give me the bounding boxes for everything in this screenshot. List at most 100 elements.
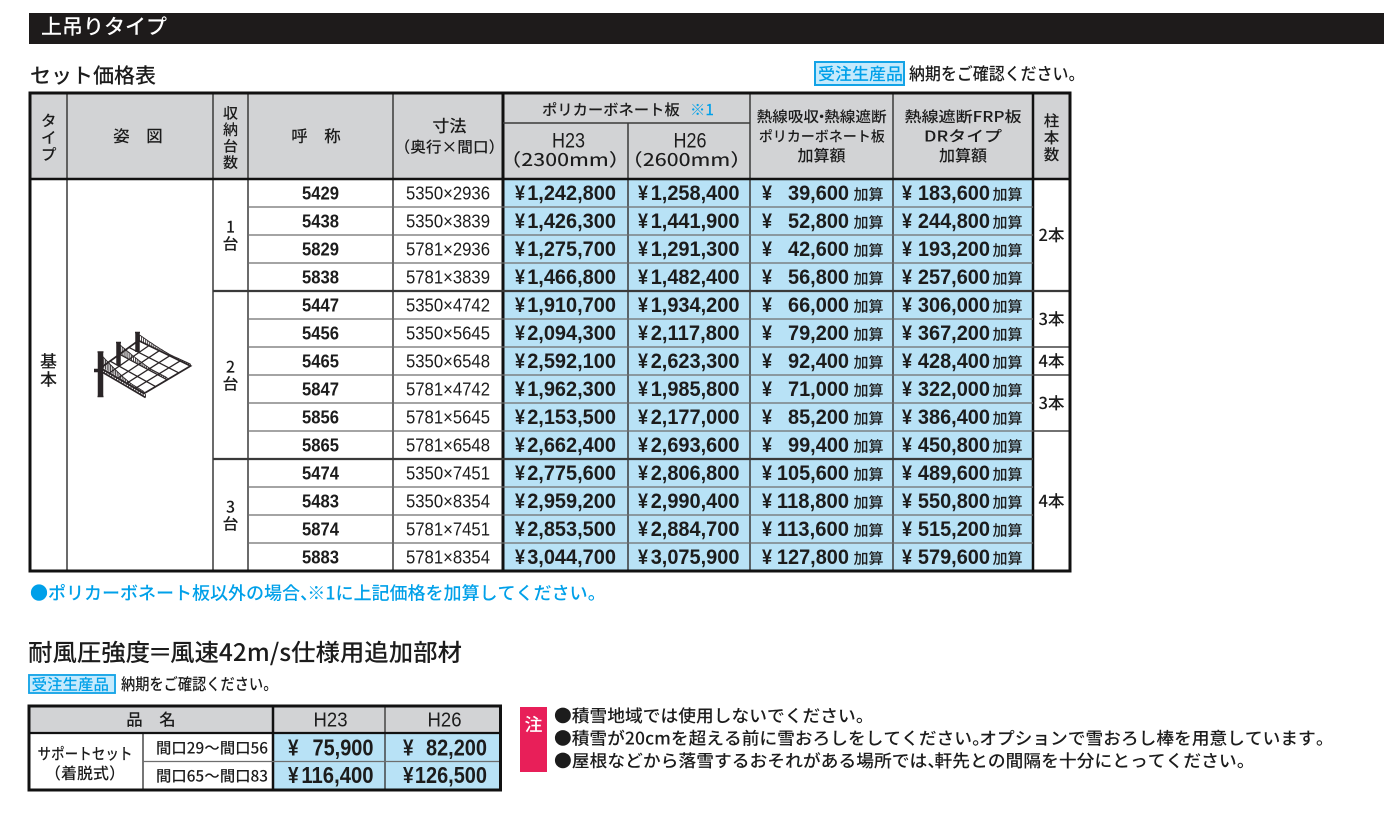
svg-text:¥: ¥ xyxy=(762,517,772,541)
svg-text:¥: ¥ xyxy=(762,181,772,205)
svg-text:¥: ¥ xyxy=(515,489,525,513)
svg-text:2,990,400: 2,990,400 xyxy=(651,489,740,513)
svg-text:79,200: 79,200 xyxy=(788,321,849,345)
svg-text:5350×8354: 5350×8354 xyxy=(406,492,490,512)
svg-text:5350×3839: 5350×3839 xyxy=(406,212,490,232)
svg-text:1,291,300: 1,291,300 xyxy=(651,237,740,261)
svg-text:¥: ¥ xyxy=(638,377,648,401)
svg-text:66,000: 66,000 xyxy=(788,293,849,317)
svg-text:1,482,400: 1,482,400 xyxy=(651,265,740,289)
svg-text:¥: ¥ xyxy=(638,405,648,429)
svg-text:¥: ¥ xyxy=(638,321,648,345)
svg-text:H23: H23 xyxy=(314,709,348,732)
svg-text:5829: 5829 xyxy=(302,240,339,260)
svg-text:5781×2936: 5781×2936 xyxy=(406,240,490,260)
svg-text:99,400: 99,400 xyxy=(788,433,849,457)
svg-text:¥: ¥ xyxy=(762,405,772,429)
svg-text:2,153,500: 2,153,500 xyxy=(527,405,616,429)
svg-text:¥: ¥ xyxy=(515,405,525,429)
svg-text:2,177,000: 2,177,000 xyxy=(651,405,740,429)
svg-text:¥: ¥ xyxy=(515,517,525,541)
svg-text:183,600: 183,600 xyxy=(918,181,990,205)
svg-text:5350×6548: 5350×6548 xyxy=(406,352,490,372)
svg-text:¥: ¥ xyxy=(902,517,912,541)
svg-text:75,900: 75,900 xyxy=(313,735,374,761)
svg-text:5465: 5465 xyxy=(302,352,339,372)
svg-text:¥: ¥ xyxy=(762,293,772,317)
svg-text:2,662,400: 2,662,400 xyxy=(527,433,616,457)
svg-text:2,775,600: 2,775,600 xyxy=(527,461,616,485)
svg-text:¥: ¥ xyxy=(902,209,912,233)
svg-text:¥: ¥ xyxy=(902,433,912,457)
svg-text:¥: ¥ xyxy=(762,433,772,457)
svg-text:¥: ¥ xyxy=(762,461,772,485)
svg-text:1,934,200: 1,934,200 xyxy=(651,293,740,317)
svg-text:¥: ¥ xyxy=(762,265,772,289)
svg-text:5429: 5429 xyxy=(302,184,339,204)
svg-text:5883: 5883 xyxy=(302,548,339,568)
svg-text:39,600: 39,600 xyxy=(788,181,849,205)
svg-text:¥: ¥ xyxy=(515,461,525,485)
svg-text:¥: ¥ xyxy=(902,461,912,485)
svg-text:1,426,300: 1,426,300 xyxy=(527,209,616,233)
svg-text:1,258,400: 1,258,400 xyxy=(651,181,740,205)
svg-text:2,592,100: 2,592,100 xyxy=(527,349,616,373)
svg-text:5447: 5447 xyxy=(302,296,339,316)
svg-text:5350×5645: 5350×5645 xyxy=(406,324,490,344)
svg-text:116,400: 116,400 xyxy=(301,762,373,788)
svg-text:¥: ¥ xyxy=(638,237,648,261)
svg-text:¥: ¥ xyxy=(515,181,525,205)
svg-text:¥: ¥ xyxy=(902,265,912,289)
svg-text:¥: ¥ xyxy=(902,545,912,569)
svg-text:¥: ¥ xyxy=(902,321,912,345)
svg-text:¥: ¥ xyxy=(403,735,414,761)
svg-text:¥: ¥ xyxy=(638,545,648,569)
svg-text:¥: ¥ xyxy=(403,762,414,788)
svg-text:113,600: 113,600 xyxy=(777,517,849,541)
svg-text:¥: ¥ xyxy=(902,237,912,261)
svg-text:¥: ¥ xyxy=(902,489,912,513)
svg-text:2,693,600: 2,693,600 xyxy=(651,433,740,457)
svg-text:2,117,800: 2,117,800 xyxy=(651,321,740,345)
svg-text:5781×8354: 5781×8354 xyxy=(406,548,490,568)
svg-text:85,200: 85,200 xyxy=(788,405,849,429)
svg-text:1,466,800: 1,466,800 xyxy=(527,265,616,289)
svg-text:2,884,700: 2,884,700 xyxy=(651,517,740,541)
svg-text:2,094,300: 2,094,300 xyxy=(527,321,616,345)
svg-text:¥: ¥ xyxy=(515,237,525,261)
svg-text:5874: 5874 xyxy=(302,520,339,540)
svg-text:52,800: 52,800 xyxy=(788,209,849,233)
svg-text:¥: ¥ xyxy=(638,265,648,289)
svg-text:5474: 5474 xyxy=(302,464,339,484)
svg-text:428,400: 428,400 xyxy=(918,349,990,373)
svg-text:5781×5645: 5781×5645 xyxy=(406,408,490,428)
svg-text:42,600: 42,600 xyxy=(788,237,849,261)
svg-text:1,962,300: 1,962,300 xyxy=(527,377,616,401)
svg-text:550,800: 550,800 xyxy=(918,489,990,513)
svg-text:¥: ¥ xyxy=(902,349,912,373)
svg-text:¥: ¥ xyxy=(515,209,525,233)
svg-text:82,200: 82,200 xyxy=(426,735,487,761)
svg-text:¥: ¥ xyxy=(638,489,648,513)
svg-text:¥: ¥ xyxy=(638,209,648,233)
svg-text:5847: 5847 xyxy=(302,380,339,400)
svg-text:515,200: 515,200 xyxy=(918,517,990,541)
svg-text:¥: ¥ xyxy=(515,321,525,345)
svg-text:¥: ¥ xyxy=(515,433,525,457)
svg-text:367,200: 367,200 xyxy=(918,321,990,345)
svg-text:257,600: 257,600 xyxy=(918,265,990,289)
svg-text:5456: 5456 xyxy=(302,324,339,344)
svg-text:¥: ¥ xyxy=(762,545,772,569)
svg-text:5350×4742: 5350×4742 xyxy=(406,296,490,316)
svg-text:244,800: 244,800 xyxy=(918,209,990,233)
svg-text:¥: ¥ xyxy=(762,237,772,261)
svg-text:450,800: 450,800 xyxy=(918,433,990,457)
svg-text:1,242,800: 1,242,800 xyxy=(527,181,616,205)
svg-text:¥: ¥ xyxy=(638,349,648,373)
svg-text:5781×7451: 5781×7451 xyxy=(406,520,490,540)
svg-text:306,000: 306,000 xyxy=(918,293,990,317)
svg-text:¥: ¥ xyxy=(288,735,299,761)
svg-text:386,400: 386,400 xyxy=(918,405,990,429)
svg-text:¥: ¥ xyxy=(902,181,912,205)
svg-text:3,044,700: 3,044,700 xyxy=(527,545,616,569)
